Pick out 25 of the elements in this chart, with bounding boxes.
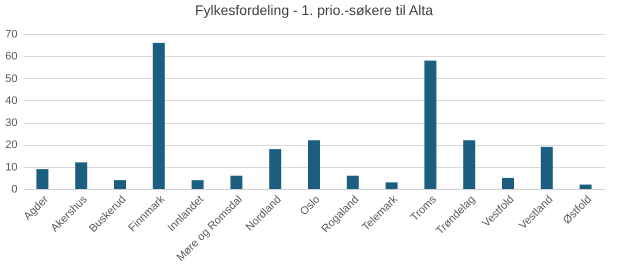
bar	[152, 42, 165, 189]
bar	[424, 60, 436, 189]
bar	[75, 162, 88, 189]
y-tick-label: 40	[5, 94, 18, 107]
chart-title: Fylkesfordeling - 1. prio.-søkere til Alta	[194, 2, 434, 18]
bar	[463, 140, 476, 189]
bar	[36, 169, 48, 189]
y-tick-label: 0	[11, 184, 18, 196]
bar	[540, 146, 553, 189]
y-tick-label: 10	[5, 161, 18, 174]
bar	[308, 140, 320, 189]
y-tick-label: 60	[5, 50, 18, 63]
bar	[114, 180, 126, 189]
y-tick-label: 70	[5, 28, 18, 40]
bar	[192, 180, 204, 189]
bar	[230, 176, 242, 189]
x-tick-label: Oslo	[298, 194, 322, 218]
bar	[386, 182, 398, 189]
bar	[269, 149, 282, 189]
y-tick-label: 50	[5, 72, 18, 85]
y-tick-label: 30	[5, 117, 18, 130]
bar	[580, 184, 592, 189]
bar	[502, 178, 514, 189]
y-tick-label: 20	[5, 139, 18, 152]
bar	[346, 176, 359, 189]
